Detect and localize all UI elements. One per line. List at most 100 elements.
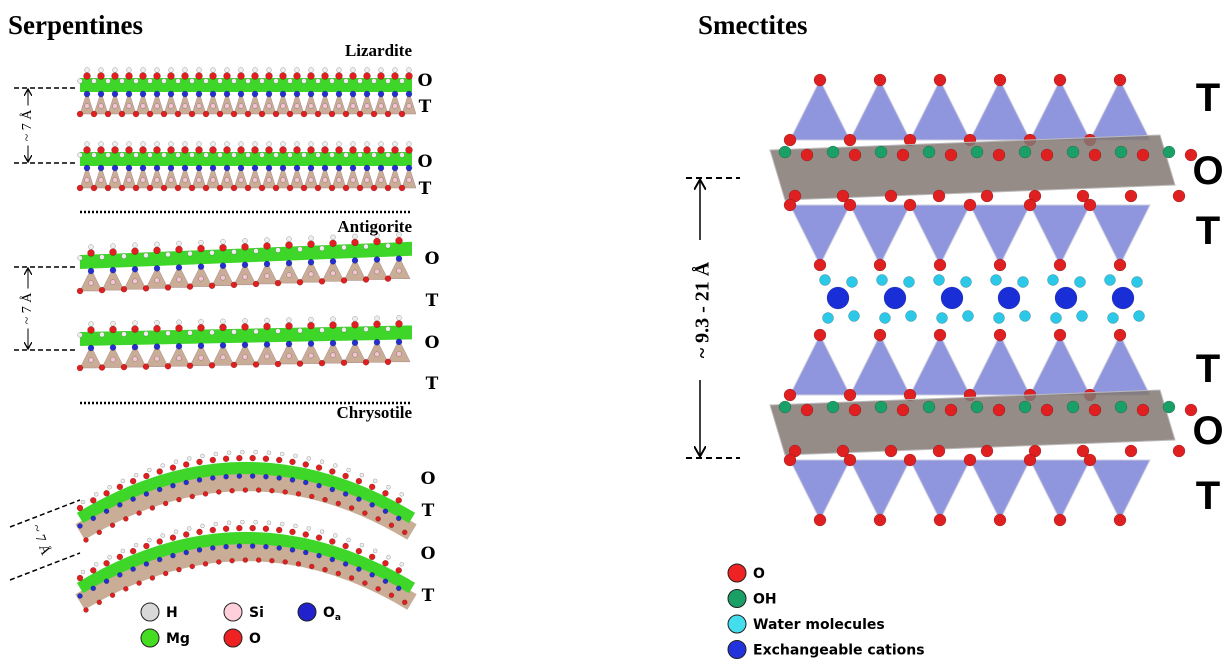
- atom: [134, 153, 139, 158]
- atom: [281, 104, 286, 109]
- atom: [897, 149, 909, 161]
- atom: [347, 468, 351, 472]
- atom: [134, 543, 138, 547]
- atom: [252, 165, 258, 171]
- atom: [296, 561, 301, 566]
- atom: [78, 594, 83, 599]
- atom: [223, 456, 229, 462]
- atom: [110, 249, 117, 256]
- atom: [875, 146, 887, 158]
- atom: [254, 450, 258, 454]
- atom: [154, 344, 160, 350]
- atom: [210, 73, 217, 80]
- atom: [351, 68, 356, 73]
- atom: [357, 111, 363, 117]
- layer-label: O: [418, 71, 433, 91]
- legend-swatch: [224, 629, 242, 647]
- atom: [170, 535, 176, 541]
- atom: [187, 363, 193, 369]
- atom: [1089, 404, 1101, 416]
- atom: [155, 356, 160, 361]
- atom: [163, 571, 168, 576]
- legend-text: O: [249, 631, 261, 647]
- atom: [1054, 74, 1066, 86]
- atom: [400, 79, 405, 84]
- atom: [176, 497, 181, 502]
- atom: [330, 240, 337, 247]
- atom: [342, 245, 347, 250]
- atom: [266, 91, 272, 97]
- spacing-label: ~ 7 Å: [19, 109, 35, 142]
- atom: [331, 271, 336, 276]
- atom: [365, 104, 370, 109]
- atom: [243, 488, 248, 493]
- atom: [400, 492, 404, 496]
- atom: [406, 91, 412, 97]
- atom: [130, 548, 136, 554]
- legend-subscript: a: [335, 613, 341, 623]
- atom: [176, 343, 182, 349]
- atom: [309, 104, 314, 109]
- atom: [154, 165, 160, 171]
- atom: [259, 185, 265, 191]
- atom: [356, 497, 361, 502]
- atom: [133, 321, 138, 326]
- atom: [100, 332, 105, 337]
- atom: [176, 153, 181, 158]
- atom: [365, 178, 370, 183]
- atom: [225, 142, 230, 147]
- atom: [1114, 514, 1126, 526]
- atom: [245, 111, 251, 117]
- atom: [78, 333, 83, 338]
- atom: [98, 91, 104, 97]
- structures: [10, 68, 1197, 659]
- atom: [196, 147, 203, 154]
- atom: [196, 91, 202, 97]
- atom: [849, 404, 861, 416]
- atom: [220, 263, 226, 269]
- atom: [874, 329, 886, 341]
- atom: [386, 153, 391, 158]
- atom: [209, 362, 215, 368]
- atom: [994, 514, 1006, 526]
- atom: [236, 455, 242, 461]
- atom: [99, 142, 104, 147]
- atom: [945, 149, 957, 161]
- atom: [269, 488, 274, 493]
- atom: [375, 352, 380, 357]
- atom: [847, 277, 858, 288]
- legend-swatch: [728, 564, 746, 582]
- atom: [343, 185, 349, 191]
- atom: [140, 73, 147, 80]
- atom: [254, 520, 258, 524]
- atom: [121, 479, 125, 483]
- atom: [176, 264, 182, 270]
- tetrahedron: [970, 335, 1030, 395]
- atom: [111, 321, 116, 326]
- atom: [263, 474, 268, 479]
- atom: [329, 539, 335, 545]
- atom: [1054, 259, 1066, 271]
- atom: [177, 320, 182, 325]
- atom: [303, 550, 308, 555]
- atom: [203, 561, 208, 566]
- atom: [92, 153, 97, 158]
- atom: [252, 147, 259, 154]
- atom: [94, 492, 98, 496]
- layer-label: T: [1196, 474, 1220, 518]
- atom: [315, 185, 321, 191]
- atom: [373, 479, 377, 483]
- atom: [320, 530, 324, 534]
- atom: [263, 526, 269, 532]
- atom: [169, 142, 174, 147]
- atom: [934, 514, 946, 526]
- atom: [204, 153, 209, 158]
- atom: [294, 73, 301, 80]
- atom: [353, 352, 358, 357]
- atom: [154, 147, 161, 154]
- atom: [289, 529, 295, 535]
- atom: [168, 165, 174, 171]
- atom: [90, 567, 96, 573]
- atom: [1055, 287, 1077, 309]
- atom: [157, 469, 163, 475]
